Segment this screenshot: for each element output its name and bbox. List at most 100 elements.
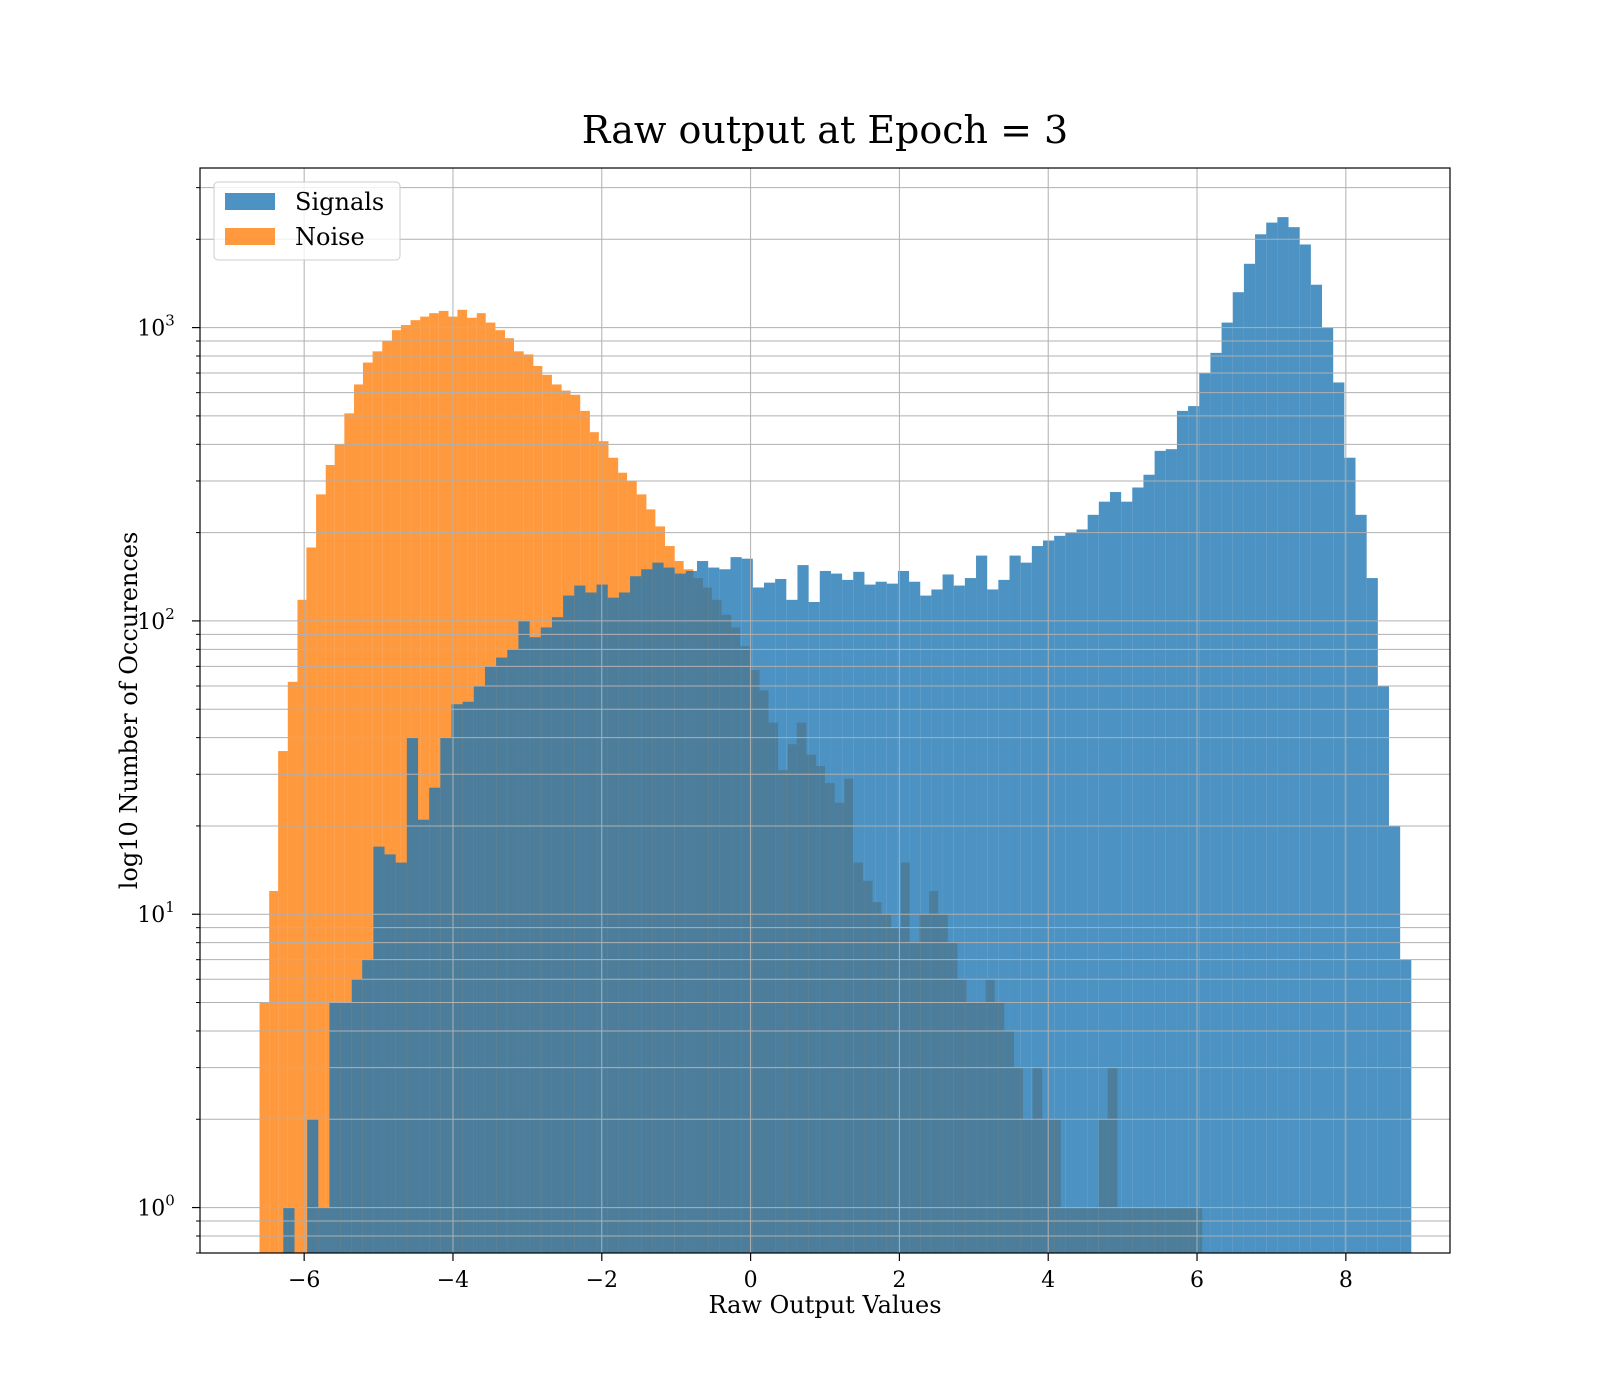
- x-tick-label: 2: [892, 1268, 906, 1293]
- noise-bar: [429, 313, 439, 1253]
- noise-bar: [287, 681, 298, 1253]
- x-axis-label: Raw Output Values: [708, 1291, 941, 1319]
- signal-bar: [708, 567, 720, 1253]
- signal-bar: [1076, 529, 1088, 1253]
- signal-bar: [1243, 263, 1256, 1253]
- noise-bar: [259, 1002, 270, 1253]
- signal-bar: [875, 581, 887, 1253]
- signal-bar: [1221, 322, 1233, 1253]
- signal-bar: [1121, 501, 1133, 1253]
- signal-bar: [1054, 535, 1066, 1253]
- signal-bar: [351, 979, 363, 1253]
- signal-bar: [964, 578, 977, 1253]
- signal-bar: [797, 565, 809, 1253]
- signal-bar: [384, 854, 396, 1253]
- signal-bar: [507, 649, 519, 1253]
- signal-bar: [1154, 450, 1166, 1253]
- noise-bar: [362, 362, 373, 1253]
- y-tick-label: 102: [137, 605, 175, 635]
- signal-bar: [1199, 373, 1211, 1254]
- signal-bar: [1188, 406, 1200, 1253]
- signal-bar: [920, 595, 932, 1253]
- signal-bar: [652, 562, 664, 1253]
- signal-bar: [1143, 474, 1155, 1253]
- signal-bar: [1009, 555, 1021, 1253]
- x-tick-label: 6: [1190, 1268, 1204, 1293]
- grid-overlay: [200, 168, 1450, 1253]
- legend-label-noise: Noise: [295, 223, 365, 251]
- signal-bar: [462, 701, 474, 1253]
- noise-bar: [391, 330, 401, 1253]
- signal-bar: [1299, 244, 1311, 1254]
- plot-frame: [199, 167, 1451, 1254]
- signal-bar: [373, 846, 385, 1253]
- noise-bar: [269, 891, 279, 1253]
- legend-swatch-signals: [225, 193, 275, 210]
- signal-bar: [406, 737, 419, 1253]
- signal-bar: [518, 620, 530, 1253]
- signal-bar: [529, 637, 541, 1253]
- signal-bar: [763, 582, 776, 1253]
- signal-bar: [1255, 234, 1267, 1254]
- signal-bar: [429, 787, 441, 1253]
- signal-bar: [1277, 217, 1289, 1254]
- x-tick-label: 0: [744, 1268, 758, 1293]
- signal-bar: [340, 1002, 352, 1253]
- signal-bar: [842, 579, 854, 1253]
- signal-bar: [1388, 825, 1401, 1253]
- y-tick-label: 100: [137, 1192, 175, 1222]
- signal-bar: [451, 704, 463, 1253]
- noise-bar: [420, 316, 430, 1253]
- signal-bar: [395, 862, 407, 1253]
- noise-bar: [372, 351, 383, 1254]
- signal-bar: [1176, 410, 1189, 1254]
- y-axis-ticks: 100 101 102 103: [137, 187, 200, 1254]
- signal-bar: [283, 1207, 295, 1253]
- signal-bar: [1031, 546, 1044, 1253]
- y-axis-label: log10 Number of Occurences: [115, 532, 143, 890]
- noise-bar: [334, 444, 345, 1253]
- signal-bar: [886, 583, 898, 1253]
- signal-bar: [1333, 382, 1345, 1253]
- signal-bar: [329, 1002, 341, 1253]
- signal-bar: [1355, 514, 1367, 1253]
- signal-bar: [987, 589, 999, 1253]
- x-tick-label: 8: [1339, 1268, 1353, 1293]
- signal-bar: [1310, 284, 1323, 1253]
- signal-bar: [1344, 457, 1356, 1254]
- chart-title: Raw output at Epoch = 3: [582, 108, 1068, 152]
- signal-bar: [897, 570, 910, 1253]
- x-tick-label: 4: [1041, 1268, 1055, 1293]
- signal-bar: [585, 592, 597, 1253]
- signal-bar: [663, 567, 675, 1253]
- signal-bar: [1322, 327, 1334, 1253]
- noise-bar: [325, 465, 335, 1254]
- x-tick-label: −6: [288, 1268, 320, 1293]
- signal-bar: [775, 578, 787, 1253]
- legend-swatch-noise: [225, 228, 275, 245]
- signal-bar: [697, 561, 709, 1253]
- signal-bar: [440, 737, 452, 1253]
- signal-bar: [496, 657, 508, 1253]
- signal-bar: [685, 570, 698, 1253]
- signal-bar: [362, 959, 374, 1253]
- noise-bar: [382, 341, 392, 1254]
- signal-bar: [942, 574, 954, 1253]
- signal-bar: [830, 573, 843, 1253]
- signal-bar: [819, 570, 831, 1253]
- signal-bar: [1087, 514, 1099, 1253]
- legend: Signals Noise: [213, 181, 401, 261]
- signal-bar: [1366, 578, 1378, 1253]
- signal-bar: [730, 557, 742, 1253]
- noise-bar: [316, 494, 326, 1253]
- signal-bar: [574, 585, 586, 1253]
- signal-bar: [953, 585, 965, 1253]
- signal-bar: [976, 555, 988, 1253]
- signal-bar: [1098, 501, 1110, 1253]
- signal-bar: [473, 685, 485, 1253]
- signal-bar: [864, 584, 876, 1253]
- signal-bar: [1165, 449, 1177, 1254]
- signal-bar: [909, 581, 921, 1253]
- signal-bar: [1288, 227, 1300, 1254]
